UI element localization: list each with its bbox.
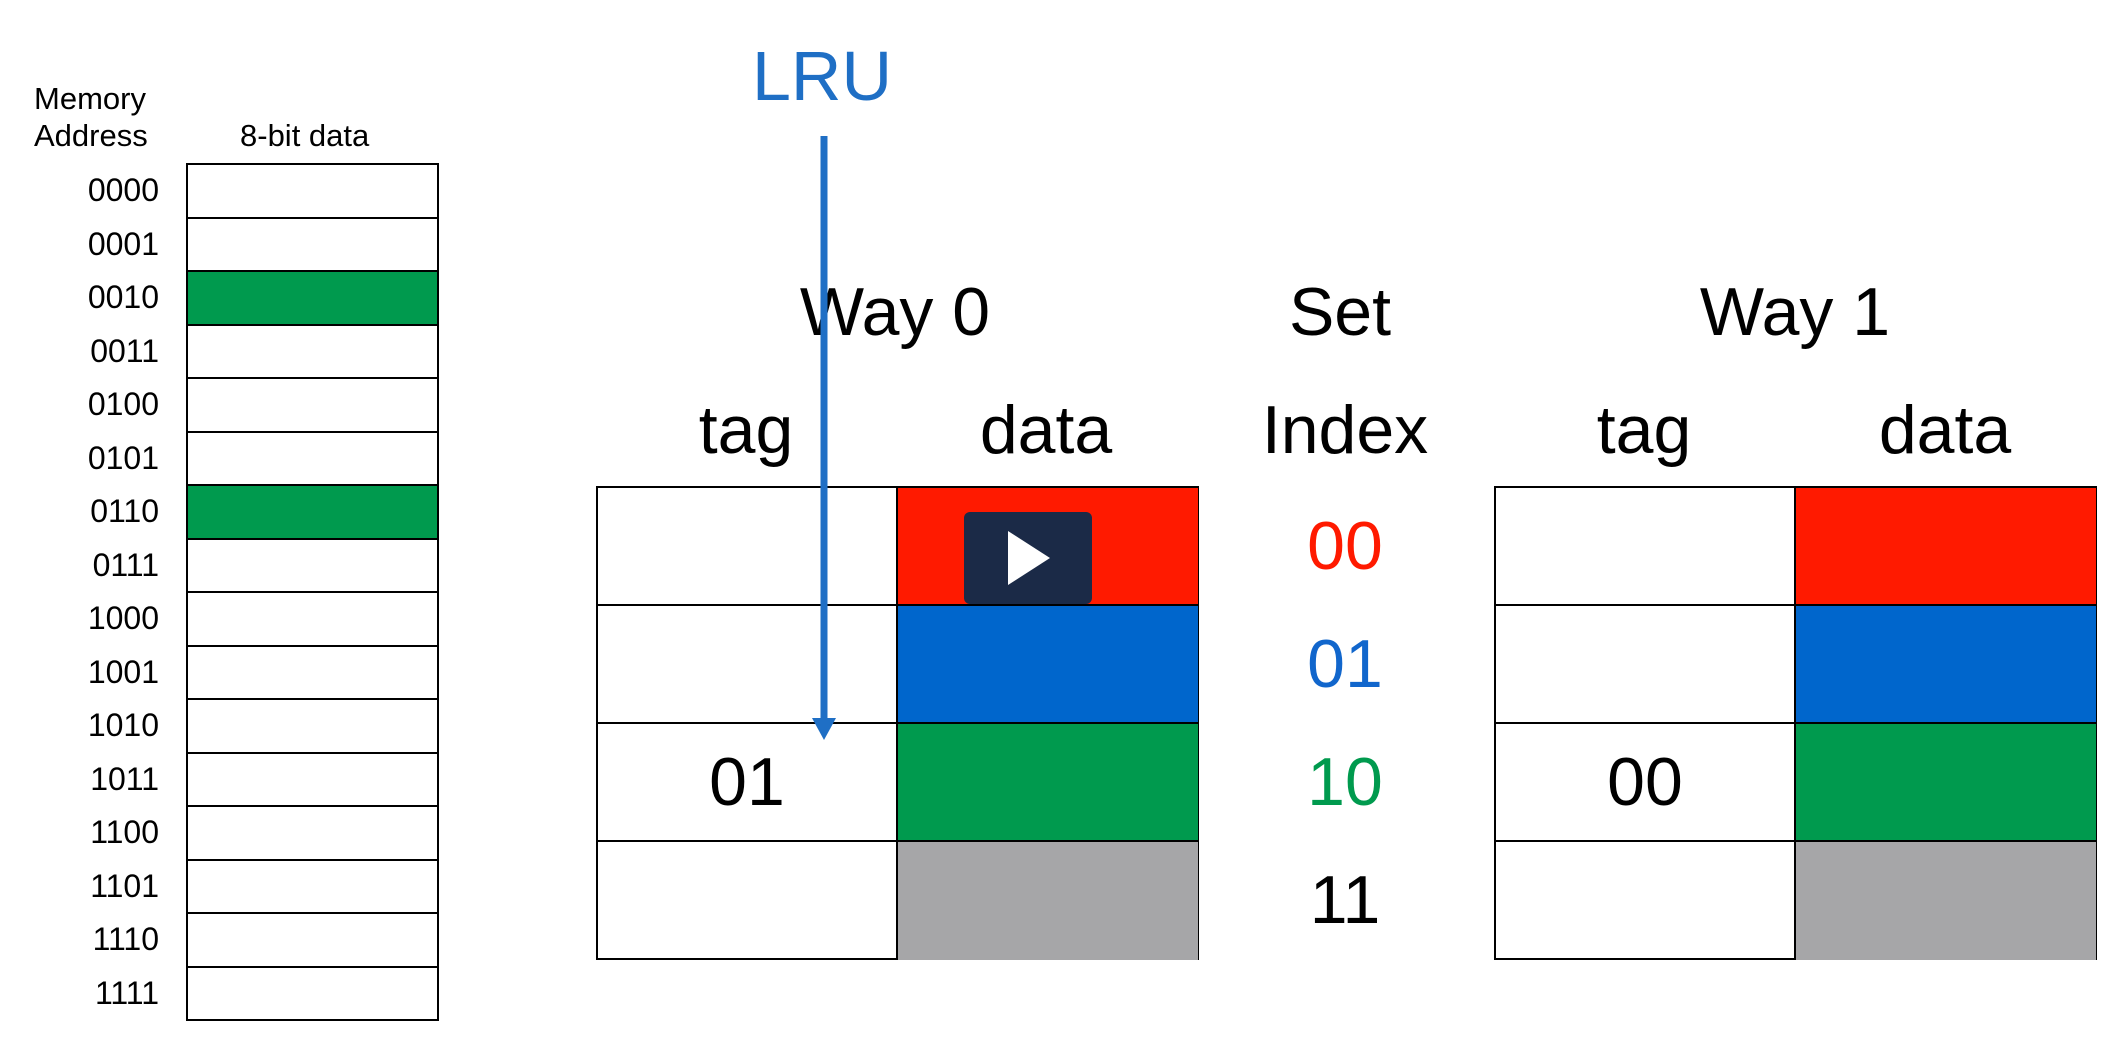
way1-title: Way 1: [1699, 274, 1891, 350]
set-index-label: 10: [1307, 744, 1383, 820]
memory-table: 0000 0001 0010 0011 0100 0101 0110 0111 1000 1001…: [88, 163, 439, 1021]
memory-row: 1000: [88, 593, 439, 647]
way1-tag-cell: [1496, 488, 1796, 606]
lru-label: LRU: [752, 37, 893, 115]
set-title: Set: [1288, 274, 1392, 350]
way1-cache: 00: [1494, 486, 2097, 960]
memory-row: 0101: [88, 432, 439, 486]
memory-address: 0010: [87, 279, 159, 316]
memory-row: 1100: [90, 807, 439, 861]
memory-address: 0000: [87, 172, 159, 209]
way1-data-cell: [1796, 842, 2096, 960]
way1-tag-cell: 00: [1496, 724, 1796, 842]
memory-row: 0110: [90, 486, 439, 540]
memory-address: 1110: [92, 921, 159, 958]
memory-address: 1101: [90, 867, 159, 904]
memory-address: 0001: [87, 225, 159, 262]
way0-data-header: data: [979, 392, 1113, 468]
way0-tag-cell: [598, 842, 898, 960]
memory-address: 1000: [87, 600, 159, 637]
way1-tag-header: tag: [1596, 392, 1692, 468]
way1-data-cell: [1796, 488, 2096, 606]
memory-address: 1010: [87, 707, 159, 744]
memory-row: 1111: [95, 967, 439, 1021]
way0-tag-header: tag: [698, 392, 794, 468]
play-icon: [1008, 531, 1050, 585]
memory-row: 1011: [90, 753, 439, 807]
memory-address: 1001: [87, 653, 159, 690]
memory-address: 0100: [87, 386, 159, 423]
memory-address: 1111: [94, 974, 159, 1011]
memory-row: 0100: [88, 379, 439, 433]
memory-row: 1110: [93, 914, 439, 968]
memory-address: 0111: [92, 546, 159, 583]
memory-row: 1101: [90, 860, 439, 914]
set-index-label: 01: [1307, 626, 1383, 702]
memory-row: 0111: [93, 539, 439, 593]
way0-tag-cell: [598, 606, 898, 724]
way0-data-cell: [898, 606, 1198, 724]
memory-address: 0011: [90, 332, 159, 369]
way0-data-cell: [898, 842, 1198, 960]
memory-row: 0001: [88, 218, 439, 272]
way1-data-cell: [1796, 606, 2096, 724]
way1-tag-cell: [1496, 606, 1796, 724]
way0-cache: 01: [596, 486, 1199, 960]
way1-data-header: data: [1878, 392, 2012, 468]
memory-address: 0110: [90, 493, 159, 530]
play-button[interactable]: [964, 512, 1092, 604]
memory-address: 0101: [87, 439, 159, 476]
memory-row: 0011: [90, 325, 439, 379]
memory-address: 1011: [90, 760, 159, 797]
memory-row: 0010: [88, 272, 439, 326]
memory-row: 1001: [88, 646, 439, 700]
way0-tag-cell: [598, 488, 898, 606]
set-index-label: 11: [1309, 862, 1381, 938]
way1-data-cell: [1796, 724, 2096, 842]
index-header: Index: [1261, 392, 1429, 468]
way0-data-cell: [898, 724, 1198, 842]
memory-row: 1010: [88, 700, 439, 754]
way0-title: Way 0: [799, 274, 991, 350]
lru-arrow-head: [812, 718, 836, 740]
way0-tag-cell: 01: [598, 724, 898, 842]
set-index-label: 00: [1307, 508, 1383, 584]
memory-data-header: 8-bit data: [240, 118, 370, 153]
memory-row: 0000: [88, 163, 439, 219]
way1-tag-cell: [1496, 842, 1796, 960]
memory-address-header: Memory Address: [34, 81, 148, 153]
memory-address: 1100: [90, 814, 159, 851]
